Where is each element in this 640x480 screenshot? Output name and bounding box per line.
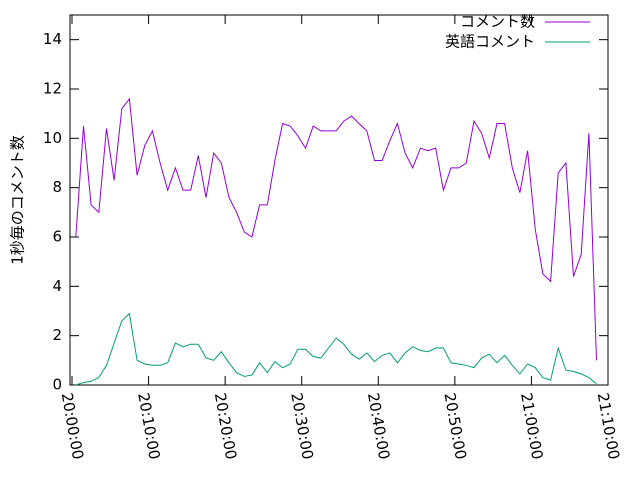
- y-tick-label: 4: [52, 277, 62, 295]
- series-line: [75, 312, 597, 386]
- y-tick-label: 14: [43, 30, 62, 48]
- y-tick-label: 12: [43, 80, 62, 98]
- y-tick-label: 0: [52, 376, 62, 394]
- y-tick-label: 8: [52, 178, 62, 196]
- legend-label: 英語コメント: [445, 33, 535, 51]
- y-tick-label: 10: [43, 129, 62, 147]
- y-tick-label: 2: [52, 326, 62, 344]
- plot-frame: [69, 14, 609, 386]
- series-line: [75, 97, 597, 361]
- y-tick-label: 6: [52, 228, 62, 246]
- y-axis-label: 1秒毎のコメント数: [9, 135, 27, 265]
- legend-label: コメント数: [460, 13, 535, 31]
